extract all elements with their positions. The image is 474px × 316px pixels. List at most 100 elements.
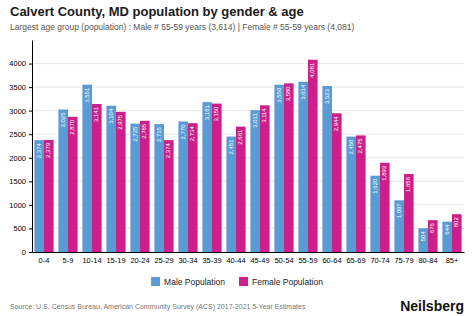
data-label: 3,011 xyxy=(252,112,258,127)
bar xyxy=(44,140,54,252)
tick-label: 20-24 xyxy=(130,256,149,265)
data-label: 3,025 xyxy=(60,112,66,128)
data-label: 2,725 xyxy=(132,126,138,142)
bar xyxy=(236,127,246,252)
bar xyxy=(404,174,414,252)
plot: 2,3743,0253,5513,1042,7252,7152,7703,181… xyxy=(9,41,464,266)
data-label: 2,379 xyxy=(45,142,51,158)
tick: 3500 xyxy=(9,83,32,92)
tick: 60-64 xyxy=(322,256,341,265)
data-label: 3,550 xyxy=(276,87,282,103)
data-label: 2,475 xyxy=(357,138,363,154)
data-label: 1,620 xyxy=(372,178,378,194)
bars xyxy=(34,60,461,252)
legend-swatch xyxy=(239,277,248,286)
tick-label: 35-39 xyxy=(202,256,221,265)
tick-mark xyxy=(29,134,32,135)
title: Calvert County, MD population by gender … xyxy=(10,4,304,19)
data-label: 2,734 xyxy=(189,126,195,142)
tick-mark xyxy=(29,252,32,253)
tick-label: 60-64 xyxy=(322,256,341,265)
tick: 30-34 xyxy=(178,256,197,265)
tick-label: 45-49 xyxy=(250,256,269,265)
tick-label: 1500 xyxy=(9,177,26,186)
tick: 20-24 xyxy=(130,256,149,265)
tick: 55-59 xyxy=(298,256,317,265)
legend: Male PopulationFemale Population xyxy=(151,277,323,287)
data-label: 1,656 xyxy=(405,176,411,192)
data-label: 2,944 xyxy=(333,116,339,132)
legend-swatch xyxy=(151,277,160,286)
bar xyxy=(82,85,92,252)
subtitle: Largest age group (population) : Male # … xyxy=(10,22,354,32)
bar xyxy=(250,110,260,252)
tick-label: 75-79 xyxy=(394,256,413,265)
data-label: 3,181 xyxy=(204,104,210,120)
tick: 65-69 xyxy=(346,256,365,265)
bar xyxy=(418,228,428,252)
bar xyxy=(58,109,68,252)
bar xyxy=(356,135,366,252)
bar xyxy=(130,124,140,252)
bar xyxy=(178,122,188,252)
data-label: 676 xyxy=(429,222,435,233)
bar xyxy=(202,102,212,252)
y-axis: 05001000150020002500300035004000 xyxy=(9,41,32,257)
tick-mark xyxy=(29,64,32,65)
tick-label: 0 xyxy=(22,248,26,257)
data-label: 2,451 xyxy=(228,139,234,155)
tick-label: 15-19 xyxy=(106,256,125,265)
legend-label: Male Population xyxy=(164,277,225,287)
tick-label: 3000 xyxy=(9,107,26,116)
bar xyxy=(68,117,78,252)
tick: 3000 xyxy=(9,107,32,116)
data-label: 2,715 xyxy=(156,126,162,142)
data-label: 1,097 xyxy=(396,203,402,219)
tick-label: 85+ xyxy=(446,256,459,265)
bar xyxy=(92,104,102,252)
data-label: 1,893 xyxy=(381,165,387,181)
bar xyxy=(370,176,380,252)
tick-label: 40-44 xyxy=(226,256,245,265)
tick: 40-44 xyxy=(226,256,245,265)
data-label: 3,141 xyxy=(93,106,99,122)
tick: 50-54 xyxy=(274,256,293,265)
data-label: 3,551 xyxy=(84,87,90,103)
data-label: 3,114 xyxy=(261,108,267,123)
bar xyxy=(260,105,270,252)
bar xyxy=(164,140,174,252)
tick-label: 1000 xyxy=(9,201,26,210)
bar xyxy=(106,106,116,252)
grid-line xyxy=(32,87,464,88)
tick-label: 70-74 xyxy=(370,256,389,265)
data-label: 3,104 xyxy=(108,108,114,124)
tick-label: 55-59 xyxy=(298,256,317,265)
tick-label: 4000 xyxy=(9,59,26,68)
data-label: 3,150 xyxy=(213,106,219,122)
bar xyxy=(154,124,164,252)
tick: 0-4 xyxy=(39,256,50,265)
data-label: 644 xyxy=(444,224,450,235)
bar xyxy=(308,60,318,252)
bar xyxy=(116,112,126,252)
bar xyxy=(34,140,44,252)
data-label: 2,661 xyxy=(237,129,243,145)
tick: 15-19 xyxy=(106,256,125,265)
tick-label: 500 xyxy=(13,224,26,233)
grid xyxy=(32,64,464,252)
bar xyxy=(380,163,390,252)
tick: 0 xyxy=(22,248,32,257)
tick-label: 0-4 xyxy=(39,256,50,265)
tick: 85+ xyxy=(446,256,459,265)
tick-label: 10-14 xyxy=(82,256,101,265)
tick: 2000 xyxy=(9,154,32,163)
tick: 45-49 xyxy=(250,256,269,265)
data-label: 802 xyxy=(453,217,459,228)
data-labels: 2,3743,0253,5513,1042,7252,7152,7703,181… xyxy=(36,62,460,241)
bar xyxy=(140,121,150,252)
tick: 1500 xyxy=(9,177,32,186)
bar xyxy=(188,123,198,252)
legend-item: Male Population xyxy=(151,277,225,287)
branding: Neilsberg xyxy=(400,298,464,314)
tick-mark xyxy=(29,181,32,182)
